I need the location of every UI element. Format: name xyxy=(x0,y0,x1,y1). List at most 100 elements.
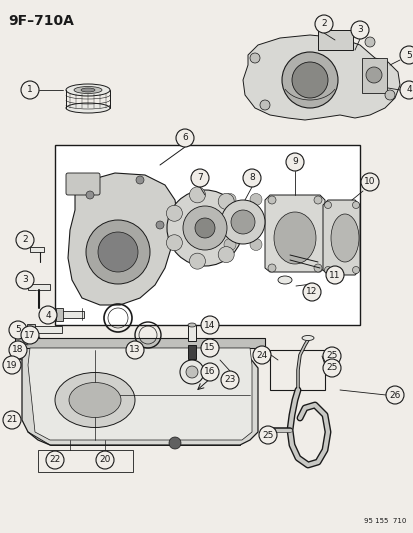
Circle shape xyxy=(16,271,34,289)
Text: 18: 18 xyxy=(12,345,24,354)
Circle shape xyxy=(190,169,209,187)
Text: 2: 2 xyxy=(22,236,28,245)
Circle shape xyxy=(156,221,164,229)
Circle shape xyxy=(96,451,114,469)
Text: 12: 12 xyxy=(306,287,317,296)
Bar xyxy=(30,326,62,333)
Circle shape xyxy=(399,46,413,64)
Ellipse shape xyxy=(66,84,110,96)
Circle shape xyxy=(180,360,204,384)
Bar xyxy=(188,345,195,359)
Bar xyxy=(269,350,324,390)
Bar xyxy=(27,324,35,335)
Ellipse shape xyxy=(69,383,121,417)
Circle shape xyxy=(201,363,218,381)
Circle shape xyxy=(262,216,274,228)
Bar xyxy=(317,30,352,50)
Circle shape xyxy=(324,266,331,273)
Text: 16: 16 xyxy=(204,367,215,376)
FancyBboxPatch shape xyxy=(66,173,100,195)
Circle shape xyxy=(267,196,275,204)
Polygon shape xyxy=(264,195,324,272)
Text: 19: 19 xyxy=(6,360,18,369)
Circle shape xyxy=(322,347,340,365)
Bar xyxy=(188,325,195,341)
Circle shape xyxy=(46,451,64,469)
Text: 5: 5 xyxy=(405,51,411,60)
Bar xyxy=(361,58,386,93)
Text: 7: 7 xyxy=(197,174,202,182)
Polygon shape xyxy=(28,348,252,440)
Circle shape xyxy=(126,341,144,359)
Ellipse shape xyxy=(188,323,195,327)
Circle shape xyxy=(242,169,260,187)
Circle shape xyxy=(136,176,144,184)
Circle shape xyxy=(189,253,205,269)
Circle shape xyxy=(252,346,271,364)
Circle shape xyxy=(314,15,332,33)
Text: 9F–710A: 9F–710A xyxy=(8,14,74,28)
Circle shape xyxy=(3,411,21,429)
Text: 25: 25 xyxy=(325,351,337,360)
Circle shape xyxy=(86,191,94,199)
Text: 95 155  710: 95 155 710 xyxy=(363,518,405,524)
Text: 25: 25 xyxy=(262,431,273,440)
Text: 15: 15 xyxy=(204,343,215,352)
Bar xyxy=(56,311,84,318)
Circle shape xyxy=(313,196,321,204)
Text: 20: 20 xyxy=(99,456,110,464)
Circle shape xyxy=(176,129,194,147)
Circle shape xyxy=(399,81,413,99)
Text: 11: 11 xyxy=(328,271,340,279)
Text: 8: 8 xyxy=(249,174,254,182)
Circle shape xyxy=(183,206,226,250)
Circle shape xyxy=(211,216,223,228)
Ellipse shape xyxy=(74,86,102,93)
Text: 23: 23 xyxy=(224,376,235,384)
Circle shape xyxy=(291,62,327,98)
Ellipse shape xyxy=(55,373,135,427)
Ellipse shape xyxy=(273,212,315,264)
Text: 3: 3 xyxy=(356,26,362,35)
Text: 2: 2 xyxy=(320,20,326,28)
Circle shape xyxy=(249,193,261,206)
Circle shape xyxy=(259,426,276,444)
Circle shape xyxy=(189,187,205,203)
Circle shape xyxy=(385,386,403,404)
Circle shape xyxy=(325,266,343,284)
Circle shape xyxy=(169,437,180,449)
Circle shape xyxy=(364,37,374,47)
Circle shape xyxy=(16,231,34,249)
Circle shape xyxy=(223,238,235,251)
Circle shape xyxy=(221,371,238,389)
Circle shape xyxy=(285,153,303,171)
Polygon shape xyxy=(242,35,399,120)
Circle shape xyxy=(230,210,254,234)
Circle shape xyxy=(201,316,218,334)
Circle shape xyxy=(9,341,27,359)
Text: 25: 25 xyxy=(325,364,337,373)
Text: 4: 4 xyxy=(45,311,51,319)
Polygon shape xyxy=(68,173,178,305)
Circle shape xyxy=(281,52,337,108)
Text: 24: 24 xyxy=(256,351,267,359)
Text: 3: 3 xyxy=(22,276,28,285)
Text: 1: 1 xyxy=(27,85,33,94)
Circle shape xyxy=(351,201,358,208)
Circle shape xyxy=(218,193,234,209)
Circle shape xyxy=(86,220,150,284)
Circle shape xyxy=(21,326,39,344)
Ellipse shape xyxy=(81,88,95,92)
Circle shape xyxy=(365,67,381,83)
Circle shape xyxy=(9,321,27,339)
Circle shape xyxy=(223,193,235,206)
Text: 6: 6 xyxy=(182,133,188,142)
Text: 21: 21 xyxy=(6,416,18,424)
Circle shape xyxy=(249,238,261,251)
Ellipse shape xyxy=(301,335,313,341)
Circle shape xyxy=(221,200,264,244)
Circle shape xyxy=(39,306,57,324)
Circle shape xyxy=(259,100,269,110)
Text: 26: 26 xyxy=(388,391,400,400)
Bar xyxy=(15,338,264,348)
